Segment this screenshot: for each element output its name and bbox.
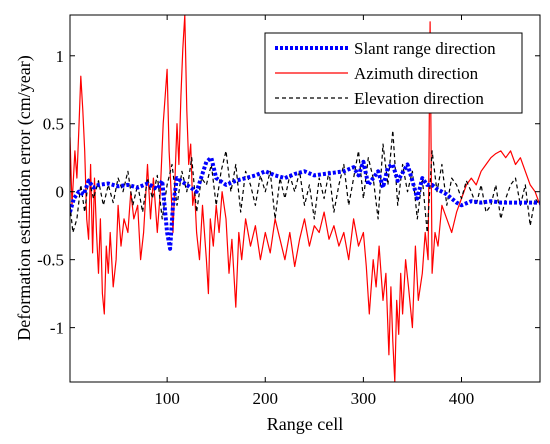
axis-ticks: 100 200 300 400 -1 -0.5 0 0.5 1 [37,15,540,408]
series-line-slant-range-direction [70,155,540,251]
series-line-elevation-direction [70,129,540,234]
x-tick-label: 300 [351,389,377,408]
x-tick-label: 100 [154,389,180,408]
plot-area [70,15,540,382]
legend-label-azimuth: Azimuth direction [354,64,479,83]
y-tick-label: 1 [56,47,65,66]
x-tick-label: 200 [253,389,279,408]
y-tick-label: -0.5 [37,251,64,270]
x-axis-title: Range cell [267,414,343,434]
plot-frame [69,14,541,383]
legend-label-elevation: Elevation direction [354,89,484,108]
y-tick-label: -1 [50,319,64,338]
x-tick-label: 400 [449,389,475,408]
legend-label-slant: Slant range direction [354,39,496,58]
y-axis-title: Deformation estimation error (cm/year) [14,55,35,340]
legend: Slant range direction Azimuth direction … [264,32,523,114]
series-line-azimuth-direction [70,15,540,382]
y-tick-label: 0.5 [43,115,64,134]
y-tick-label: 0 [56,183,65,202]
